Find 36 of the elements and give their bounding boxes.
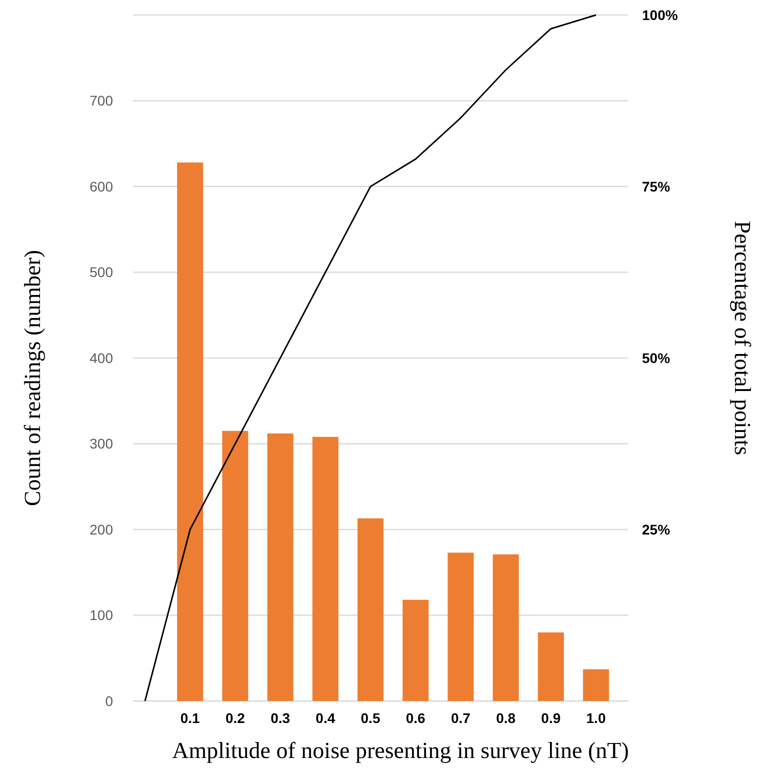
- y-tick-label: 0: [105, 692, 114, 709]
- bar: [448, 552, 474, 701]
- y-tick-label: 400: [90, 350, 114, 366]
- bar: [538, 632, 564, 701]
- x-axis-title: Amplitude of noise presenting in survey line (nT): [172, 738, 629, 763]
- x-tick-label: 0.3: [270, 710, 290, 726]
- x-tick-label: 0.5: [360, 710, 380, 726]
- x-tick-label: 0.2: [225, 710, 246, 726]
- x-tick-label: 0.8: [496, 710, 516, 726]
- x-tick-label: 1.0: [586, 710, 606, 726]
- y-axis-title: Count of readings (number): [20, 250, 45, 506]
- x-tick-label: 0.1: [180, 710, 200, 726]
- bar: [222, 430, 248, 701]
- y-tick-label: 200: [90, 521, 114, 538]
- x-tick-label: 0.6: [406, 710, 426, 726]
- bar: [177, 162, 204, 701]
- x-tick-label: 0.4: [316, 710, 336, 726]
- y-tick-label: 600: [90, 178, 114, 194]
- y-tick-label: 500: [90, 264, 114, 280]
- y-tick-label: 700: [90, 92, 114, 109]
- line-series: [144, 14, 597, 702]
- bar: [267, 433, 294, 701]
- bar: [583, 669, 609, 701]
- y2-axis-title: Percentage of total points: [730, 220, 755, 456]
- y-tick-label: 300: [90, 436, 114, 452]
- y2-tick-label: 75%: [642, 178, 671, 194]
- bar: [358, 518, 384, 701]
- bar: [492, 554, 519, 701]
- y-tick-label: 100: [90, 607, 114, 624]
- bar: [402, 600, 429, 701]
- bar: [312, 436, 338, 701]
- y2-tick-label: 50%: [642, 350, 671, 366]
- x-tick-label: 0.7: [450, 710, 471, 726]
- y2-tick-label: 25%: [642, 521, 671, 538]
- x-tick-label: 0.9: [541, 710, 561, 726]
- y2-tick-label: 100%: [642, 6, 678, 23]
